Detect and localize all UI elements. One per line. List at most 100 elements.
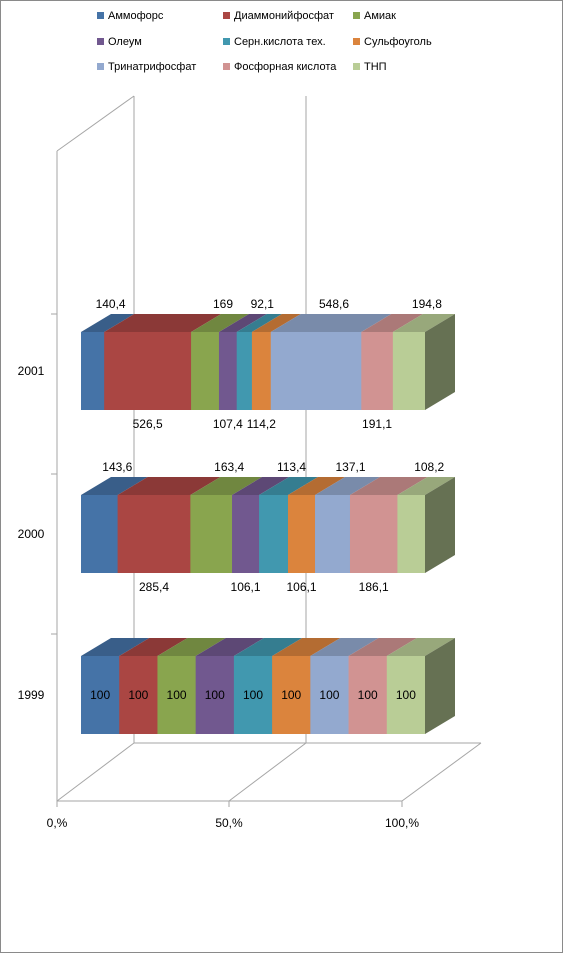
- bar-2001-1: [81, 332, 105, 410]
- legend-label: Сульфоуголь: [364, 36, 432, 48]
- legend-swatch: [97, 12, 104, 19]
- legend-swatch: [97, 38, 104, 45]
- bar-top-2000-1: [81, 477, 148, 495]
- bar-1999-4: [195, 656, 235, 734]
- bar-2000-8: [349, 495, 398, 573]
- bar-2000-7: [315, 495, 351, 573]
- bar-side-2000: [425, 477, 455, 573]
- data-label-1999-9: 100: [396, 688, 416, 702]
- data-label-2000-7: 137,1: [335, 460, 365, 474]
- bar-top-1999-9: [386, 638, 455, 656]
- legend-label: Аммофорс: [108, 10, 164, 22]
- bar-1999-3: [157, 656, 197, 734]
- data-label-2001-1: 140,4: [96, 297, 126, 311]
- data-label-2000-2: 285,4: [139, 580, 169, 594]
- legend-swatch: [223, 38, 230, 45]
- data-label-1999-7: 100: [319, 688, 339, 702]
- data-label-2001-8: 191,1: [362, 417, 392, 431]
- bar-2001-5: [236, 332, 253, 410]
- chart-walls: [56, 95, 482, 802]
- legend-item: Фосфорная кислота: [223, 61, 337, 73]
- legend: Аммофорс Диаммонийфосфат Амиак Олеум Серн.ки…: [97, 10, 432, 73]
- legend-item: Амиак: [353, 10, 396, 22]
- bar-2001-9: [392, 332, 426, 410]
- data-labels: 100 100 100 100 100 100 100 100 100 143,6 285,4 163…: [90, 297, 444, 702]
- legend-label: Серн.кислота тех.: [234, 36, 326, 48]
- bar-top-2001-8: [361, 314, 423, 332]
- left-wall-top-edge: [56, 95, 135, 152]
- legend-swatch: [353, 12, 360, 19]
- bar-1999-8: [348, 656, 388, 734]
- bar-top-1999-1: [81, 638, 150, 656]
- bar-top-1999-6: [272, 638, 341, 656]
- data-label-2001-5: 92,1: [251, 297, 275, 311]
- floor-right-edge: [401, 742, 482, 802]
- data-label-2000-6: 106,1: [286, 580, 316, 594]
- legend-item: Тринатрифосфат: [97, 61, 196, 73]
- bar-top-2000-2: [117, 477, 221, 495]
- bar-top-1999-4: [195, 638, 264, 656]
- bar-2000-6: [287, 495, 316, 573]
- data-label-1999-2: 100: [128, 688, 148, 702]
- legend-swatch: [223, 12, 230, 19]
- bar-top-2000-5: [259, 477, 318, 495]
- bar-top-1999-7: [310, 638, 379, 656]
- bar-top-2000-9: [397, 477, 455, 495]
- legend-item: Серн.кислота тех.: [223, 36, 326, 48]
- bar-top-2001-6: [251, 314, 301, 332]
- legend-item: Олеум: [97, 36, 142, 48]
- data-label-2000-4: 106,1: [231, 580, 261, 594]
- bar-top-2001-2: [104, 314, 222, 332]
- legend-item: Аммофорс: [97, 10, 164, 22]
- data-label-2000-8: 186,1: [359, 580, 389, 594]
- y-tick-label: 2000: [18, 527, 45, 541]
- bar-side-1999: [425, 638, 455, 734]
- bar-2000-3: [190, 495, 233, 573]
- legend-item: Сульфоуголь: [353, 36, 432, 48]
- bar-2000-1: [81, 495, 119, 573]
- bar-1999-6: [272, 656, 311, 734]
- bar-2001-2: [104, 332, 192, 410]
- x-tick-label: 0,%: [47, 816, 68, 830]
- legend-label: Олеум: [108, 36, 142, 48]
- x-tick-label: 100,%: [385, 816, 419, 830]
- legend-label: ТНП: [364, 61, 387, 73]
- bar-top-2000-6: [287, 477, 346, 495]
- bar-2000-9: [397, 495, 426, 573]
- legend-swatch: [223, 63, 230, 70]
- axes: 0,% 50,% 100,% 1999 2000 2001: [18, 313, 419, 830]
- bar-2001-4: [218, 332, 238, 410]
- legend-label: Диаммонийфосфат: [234, 10, 334, 22]
- y-tick-label: 1999: [18, 688, 45, 702]
- legend-swatch: [353, 38, 360, 45]
- bar-1999-9: [386, 656, 426, 734]
- bar-top-2000-7: [315, 477, 380, 495]
- data-label-2000-9: 108,2: [414, 460, 444, 474]
- bar-2001-8: [361, 332, 394, 410]
- bar-1999-7: [310, 656, 349, 734]
- bar-side-2001: [425, 314, 455, 410]
- data-label-2000-3: 163,4: [214, 460, 244, 474]
- bar-top-2000-8: [349, 477, 428, 495]
- bar-top-2001-3: [191, 314, 249, 332]
- y-tick-label: 2001: [18, 364, 45, 378]
- data-label-1999-6: 100: [281, 688, 301, 702]
- data-label-2001-7: 548,6: [319, 297, 349, 311]
- legend-swatch: [97, 63, 104, 70]
- bar-top-2001-5: [236, 314, 282, 332]
- legend-item: Диаммонийфосфат: [223, 10, 334, 22]
- bar-top-2001-9: [392, 314, 455, 332]
- x-tick-label: 50,%: [215, 816, 243, 830]
- data-label-2001-4: 107,4: [213, 417, 243, 431]
- data-label-2001-6: 114,2: [247, 417, 276, 431]
- data-label-1999-4: 100: [205, 688, 225, 702]
- floor-left-edge: [56, 742, 135, 802]
- bar-top-1999-5: [233, 638, 303, 656]
- bar-1999-1: [81, 656, 120, 734]
- bar-top-2000-3: [190, 477, 263, 495]
- legend-swatch: [353, 63, 360, 70]
- bars: [81, 314, 455, 734]
- bar-2001-7: [270, 332, 362, 410]
